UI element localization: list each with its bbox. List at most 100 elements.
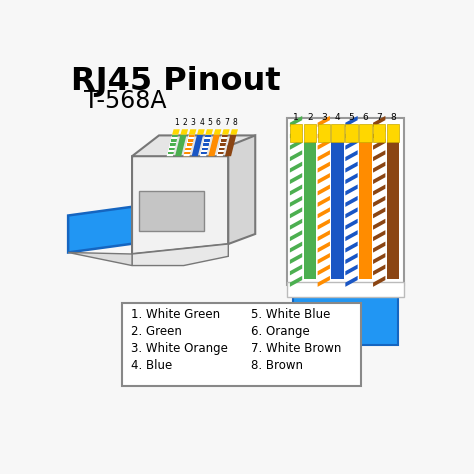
Polygon shape — [318, 253, 330, 264]
Polygon shape — [170, 143, 176, 146]
Polygon shape — [184, 152, 191, 155]
Polygon shape — [346, 162, 358, 173]
Polygon shape — [318, 184, 330, 195]
Text: 7. White Brown: 7. White Brown — [251, 342, 342, 355]
Polygon shape — [205, 135, 211, 137]
Bar — [293, 275, 398, 345]
Polygon shape — [373, 253, 385, 264]
Polygon shape — [189, 135, 195, 137]
Polygon shape — [68, 253, 132, 265]
Polygon shape — [373, 276, 385, 287]
Polygon shape — [172, 135, 178, 137]
Polygon shape — [218, 152, 224, 155]
Polygon shape — [346, 276, 358, 287]
Bar — [387, 142, 399, 279]
Bar — [287, 282, 404, 297]
Text: 8: 8 — [233, 118, 237, 127]
Text: 6. Orange: 6. Orange — [251, 325, 310, 338]
Polygon shape — [346, 196, 358, 207]
Bar — [290, 142, 302, 279]
Polygon shape — [191, 135, 203, 156]
Polygon shape — [318, 196, 330, 207]
Polygon shape — [346, 116, 358, 127]
Bar — [359, 124, 372, 142]
Text: 4: 4 — [335, 112, 340, 121]
Bar — [373, 124, 385, 142]
Polygon shape — [169, 147, 175, 150]
Bar — [304, 124, 316, 142]
Polygon shape — [171, 139, 177, 142]
Bar — [331, 142, 344, 279]
Polygon shape — [318, 207, 330, 219]
Text: 6: 6 — [216, 118, 221, 127]
Polygon shape — [221, 139, 227, 142]
Polygon shape — [318, 116, 330, 127]
Text: 2. Green: 2. Green — [131, 325, 182, 338]
Polygon shape — [373, 184, 385, 195]
Text: 7: 7 — [224, 118, 229, 127]
Polygon shape — [373, 264, 385, 275]
Polygon shape — [185, 147, 191, 150]
Polygon shape — [346, 230, 358, 241]
Polygon shape — [318, 219, 330, 230]
Polygon shape — [167, 135, 178, 156]
Polygon shape — [290, 196, 302, 207]
Bar — [139, 191, 204, 231]
Polygon shape — [187, 143, 193, 146]
Polygon shape — [219, 147, 225, 150]
Polygon shape — [373, 139, 385, 150]
Polygon shape — [208, 135, 220, 156]
Polygon shape — [318, 276, 330, 287]
Polygon shape — [318, 128, 330, 138]
Polygon shape — [373, 207, 385, 219]
Text: 1: 1 — [293, 112, 299, 121]
Polygon shape — [168, 152, 174, 155]
Polygon shape — [290, 219, 302, 230]
Polygon shape — [346, 207, 358, 219]
Polygon shape — [318, 242, 330, 253]
Polygon shape — [222, 135, 228, 137]
Polygon shape — [220, 143, 226, 146]
Polygon shape — [290, 207, 302, 219]
Polygon shape — [373, 128, 385, 138]
Polygon shape — [373, 173, 385, 184]
Bar — [387, 124, 399, 142]
Polygon shape — [346, 139, 358, 150]
Polygon shape — [373, 150, 385, 161]
Polygon shape — [290, 230, 302, 241]
Polygon shape — [290, 162, 302, 173]
Polygon shape — [230, 129, 238, 135]
Polygon shape — [373, 116, 385, 127]
Polygon shape — [373, 230, 385, 241]
Polygon shape — [318, 150, 330, 161]
Text: 2: 2 — [307, 112, 313, 121]
Polygon shape — [290, 253, 302, 264]
Polygon shape — [373, 219, 385, 230]
Polygon shape — [206, 130, 212, 133]
Polygon shape — [290, 264, 302, 275]
Polygon shape — [132, 146, 228, 254]
Polygon shape — [290, 139, 302, 150]
Polygon shape — [346, 264, 358, 275]
Polygon shape — [228, 136, 255, 244]
Text: RJ45 Pinout: RJ45 Pinout — [71, 66, 281, 97]
Polygon shape — [205, 129, 213, 135]
Bar — [122, 302, 361, 386]
Polygon shape — [132, 244, 228, 265]
Polygon shape — [217, 156, 223, 159]
Polygon shape — [318, 139, 330, 150]
Polygon shape — [183, 135, 195, 156]
Polygon shape — [183, 156, 190, 159]
Text: 1. White Green: 1. White Green — [131, 308, 220, 321]
Text: 6: 6 — [363, 112, 368, 121]
Bar — [304, 142, 316, 279]
Polygon shape — [200, 156, 206, 159]
Text: 1: 1 — [174, 118, 179, 127]
Text: 4. Blue: 4. Blue — [131, 359, 173, 372]
Polygon shape — [346, 253, 358, 264]
Polygon shape — [346, 219, 358, 230]
Polygon shape — [346, 150, 358, 161]
Polygon shape — [175, 135, 187, 156]
Text: 5: 5 — [208, 118, 212, 127]
Polygon shape — [346, 128, 358, 138]
